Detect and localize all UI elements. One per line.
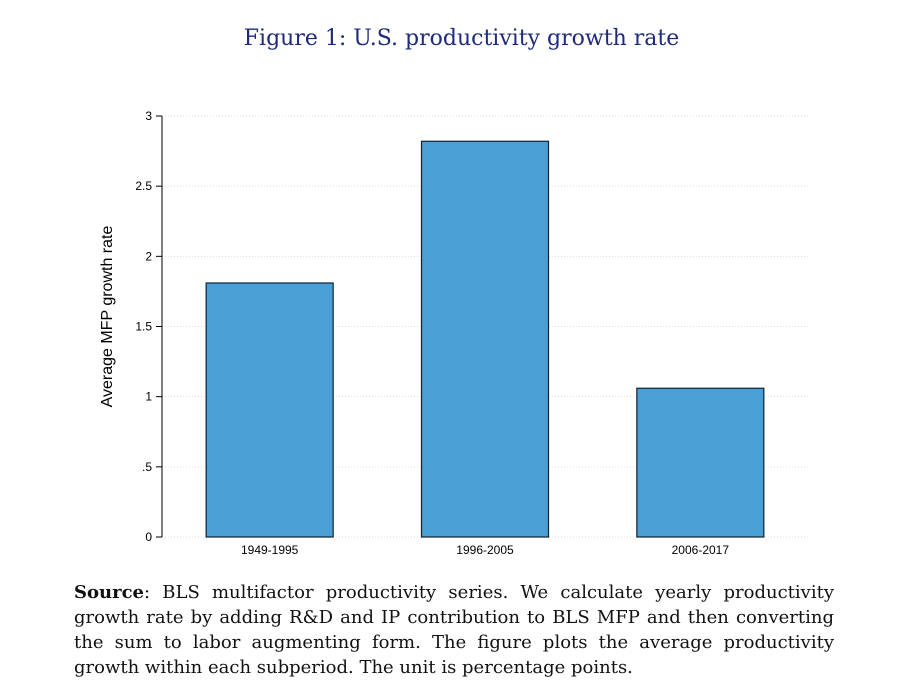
x-tick-label: 1996-2005 xyxy=(456,543,514,557)
figure-caption: Source: BLS multifactor productivity ser… xyxy=(74,580,834,680)
x-tick-label: 1949-1995 xyxy=(241,543,299,557)
caption-lead: Source xyxy=(74,582,144,603)
y-tick-label: 0 xyxy=(145,530,152,544)
y-tick-label: 1 xyxy=(145,390,152,404)
bar xyxy=(420,140,550,538)
y-tick-label: .5 xyxy=(142,460,152,474)
bar xyxy=(205,282,334,538)
y-tick-label: 2 xyxy=(145,249,152,263)
y-axis-title: Average MFP growth rate xyxy=(99,226,116,408)
bar xyxy=(636,387,765,538)
y-tick-label: 1.5 xyxy=(135,320,152,334)
figure-title: Figure 1: U.S. productivity growth rate xyxy=(243,26,680,51)
x-tick-label: 2006-2017 xyxy=(672,543,730,557)
y-tick-label: 2.5 xyxy=(135,179,152,193)
bar-chart: 0 .5 1 1.5 2 2.5 3 Average MFP growth rate 1949-… xyxy=(99,109,808,557)
caption-text: : BLS multifactor productivity series. W… xyxy=(74,582,834,678)
y-tick-label: 3 xyxy=(145,109,152,123)
